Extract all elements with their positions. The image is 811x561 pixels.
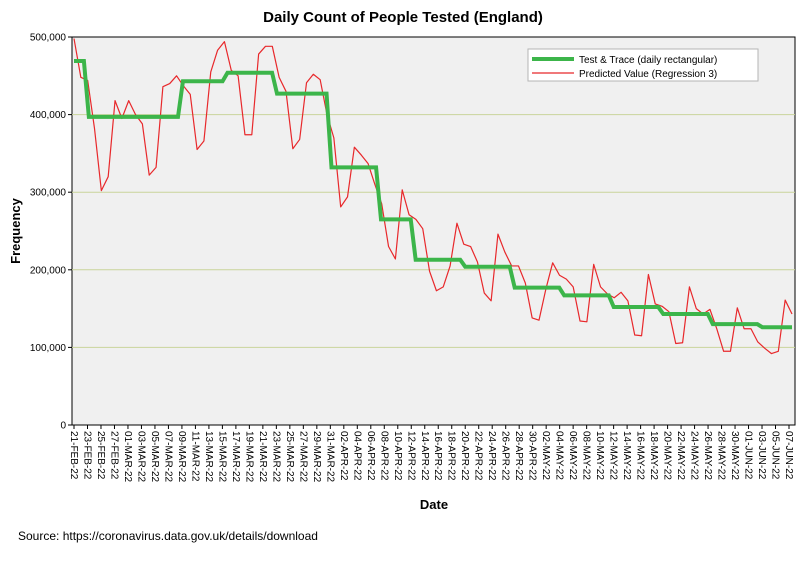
x-axis-label: Date [420,497,448,512]
chart: Daily Count of People Tested (England) 0… [8,9,796,512]
x-tick-label: 18-APR-22 [446,431,457,481]
source-note: Source: https://coronavirus.data.gov.uk/… [18,529,318,543]
x-tick-label: 23-FEB-22 [81,431,92,480]
x-tick-label: 02-APR-22 [338,431,349,481]
x-tick-label: 18-MAY-22 [648,431,659,480]
x-tick-label: 16-APR-22 [432,431,443,481]
x-tick-label: 03-JUN-22 [756,431,767,480]
x-tick-label: 22-APR-22 [473,431,484,481]
series-line-test-trace [74,59,792,330]
x-tick-label: 04-MAY-22 [554,431,565,480]
series-line-predicted [73,38,793,355]
x-tick-label: 06-MAY-22 [567,431,578,480]
x-tick-label: 13-MAR-22 [203,431,214,483]
x-tick-label: 05-MAR-22 [149,431,160,483]
y-tick-label: 200,000 [30,265,67,276]
x-tick-label: 01-JUN-22 [743,431,754,480]
x-axis: 21-FEB-22 23-FEB-22 25-FEB-22 27-FEB-22 01-M… [68,425,794,483]
x-tick-label: 08-APR-22 [378,431,389,481]
legend-box [527,48,759,82]
x-tick-label: 12-APR-22 [405,431,416,481]
x-tick-label: 31-MAR-22 [324,431,335,483]
legend-label-test-trace: Test & Trace (daily rectangular) [579,55,717,66]
x-tick-label: 20-APR-22 [459,431,470,481]
series-group [73,38,793,355]
chart-title: Daily Count of People Tested (England) [263,9,543,26]
x-tick-label: 30-APR-22 [527,431,538,481]
x-tick-label: 26-MAY-22 [702,431,713,480]
x-tick-label: 14-APR-22 [419,431,430,481]
x-tick-label: 23-MAR-22 [270,431,281,483]
y-axis: 0 100,000 200,000 300,000 400,000 500,000 [30,33,72,432]
x-tick-label: 10-MAY-22 [594,431,605,480]
x-tick-label: 16-MAY-22 [635,431,646,480]
x-tick-label: 28-APR-22 [513,431,524,481]
x-tick-label: 15-MAR-22 [216,431,227,483]
x-tick-label: 19-MAR-22 [243,431,254,483]
legend: Test & Trace (daily rectangular) Predict… [527,48,759,82]
x-tick-label: 06-APR-22 [365,431,376,481]
x-tick-label: 29-MAR-22 [311,431,322,483]
x-tick-label: 27-MAR-22 [297,431,308,483]
x-tick-label: 14-MAY-22 [621,431,632,480]
y-tick-label: 500,000 [30,33,67,44]
y-tick-label: 400,000 [30,110,67,121]
x-tick-label: 20-MAY-22 [662,431,673,480]
x-tick-label: 07-JUN-22 [783,431,794,480]
y-tick-label: 0 [60,421,66,432]
x-tick-label: 08-MAY-22 [581,431,592,480]
x-tick-label: 03-MAR-22 [135,431,146,483]
x-tick-label: 12-MAY-22 [608,431,619,480]
y-tick-label: 300,000 [30,188,67,199]
x-tick-label: 21-MAR-22 [257,431,268,483]
y-tick-label: 100,000 [30,343,67,354]
x-tick-label: 04-APR-22 [351,431,362,481]
legend-label-predicted: Predicted Value (Regression 3) [579,69,717,80]
y-axis-label: Frequency [8,197,23,264]
x-tick-label: 17-MAR-22 [230,431,241,483]
x-tick-label: 07-MAR-22 [162,431,173,483]
x-tick-label: 24-MAY-22 [689,431,700,480]
x-tick-label: 25-MAR-22 [284,431,295,483]
x-tick-label: 24-APR-22 [486,431,497,481]
x-tick-label: 22-MAY-22 [675,431,686,480]
x-tick-label: 30-MAY-22 [729,431,740,480]
x-tick-label: 21-FEB-22 [68,431,79,480]
x-tick-label: 01-MAR-22 [122,431,133,483]
x-tick-label: 25-FEB-22 [95,431,106,480]
plot-area [71,36,796,426]
x-tick-label: 27-FEB-22 [108,431,119,480]
x-tick-label: 28-MAY-22 [716,431,727,480]
x-tick-label: 26-APR-22 [500,431,511,481]
x-tick-label: 09-MAR-22 [176,431,187,483]
x-tick-label: 02-MAY-22 [540,431,551,480]
x-tick-label: 10-APR-22 [392,431,403,481]
x-tick-label: 05-JUN-22 [770,431,781,480]
gridlines [72,114,795,348]
x-tick-label: 11-MAR-22 [189,431,200,482]
